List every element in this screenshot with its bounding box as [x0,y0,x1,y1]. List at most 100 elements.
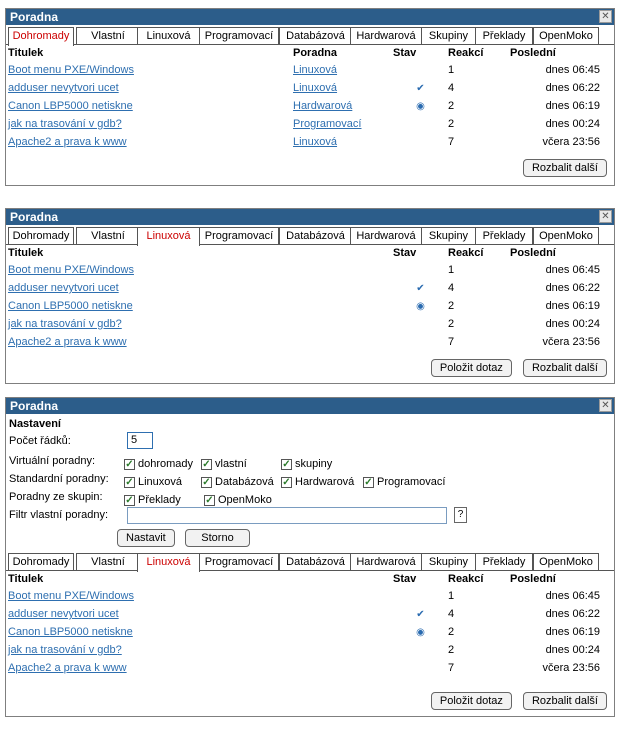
expand-more-button[interactable]: Rozbalit další [522,359,607,377]
tab-skupiny[interactable]: Skupiny [421,27,476,45]
tab-bar: Dohromady Vlastní Linuxová Programovací … [6,27,614,46]
poradna-link[interactable]: Linuxová [293,82,338,94]
last-time: dnes 06:19 [545,100,600,112]
poradna-link[interactable]: Hardwarová [293,100,353,112]
question-link[interactable]: jak na trasování v gdb? [8,318,122,330]
checkbox-databazova[interactable]: ✓ Databázová [201,473,274,491]
col-stav: Stav [393,247,417,259]
question-link[interactable]: jak na trasování v gdb? [8,644,122,656]
rows-count-input[interactable]: 5 [127,432,153,449]
last-time: dnes 06:45 [545,64,600,76]
tab-vlastni[interactable]: Vlastní [76,227,140,245]
checkbox-linuxova[interactable]: ✓ Linuxová [124,473,182,491]
expand-more-button[interactable]: Rozbalit další [522,159,607,177]
table-row: Boot menu PXE/Windows 1 dnes 06:45 [8,261,600,279]
tab-preklady[interactable]: Překlady [475,227,533,245]
checkbox-label: vlastní [215,458,247,470]
reakci-count: 1 [448,264,455,276]
question-link[interactable]: Boot menu PXE/Windows [8,64,134,76]
filter-input[interactable] [127,507,447,524]
tab-linuxova[interactable]: Linuxová [137,227,200,246]
tab-programovaci[interactable]: Programovací [199,27,279,45]
poradna-panel-1: Poradna ✕ Dohromady Vlastní Linuxová Pro… [5,8,615,186]
poradna-link[interactable]: Linuxová [293,136,338,148]
ask-question-button[interactable]: Položit dotaz [430,359,512,377]
col-poradna-empty [293,571,393,587]
virtual-row: Virtuální poradny: ✓ dohromady ✓ vlastní ✓… [9,452,611,470]
question-link[interactable]: jak na trasování v gdb? [8,118,122,130]
checkbox-label: Překlady [138,494,181,506]
tab-hardwarova[interactable]: Hardwarová [350,227,422,245]
panel-title: Poradna [10,210,59,224]
groups-row: Poradny ze skupin: ✓ Překlady ✓ OpenMoko [9,488,611,506]
panel-titlebar: Poradna ✕ [6,209,614,225]
tab-dohromady[interactable]: Dohromady [8,27,74,46]
question-link[interactable]: adduser nevytvori ucet [8,282,119,294]
reakci-count: 7 [448,336,455,348]
tab-databazova[interactable]: Databázová [279,227,352,245]
checkbox-check-icon: ✓ [201,458,212,470]
question-link[interactable]: Apache2 a prava k www [8,336,127,348]
tab-linuxova[interactable]: Linuxová [137,553,200,572]
tab-programovaci[interactable]: Programovací [199,553,279,571]
question-link[interactable]: adduser nevytvori ucet [8,608,119,620]
set-button[interactable]: Nastavit [117,529,175,547]
tab-vlastni[interactable]: Vlastní [76,27,140,45]
tab-databazova[interactable]: Databázová [279,553,352,571]
question-link[interactable]: Apache2 a prava k www [8,136,127,148]
tab-openmoko[interactable]: OpenMoko [533,227,599,245]
question-link[interactable]: Boot menu PXE/Windows [8,590,134,602]
checkbox-check-icon: ✓ [281,458,292,470]
eye-icon: ◉ [416,627,425,638]
status-cell [393,115,448,133]
last-time: včera 23:56 [542,136,600,148]
question-link[interactable]: adduser nevytvori ucet [8,82,119,94]
checkbox-vlastni[interactable]: ✓ vlastní [201,455,247,473]
tab-hardwarova[interactable]: Hardwarová [350,553,422,571]
question-link[interactable]: Boot menu PXE/Windows [8,264,134,276]
question-link[interactable]: Canon LBP5000 netiskne [8,626,133,638]
panel-title: Poradna [10,399,59,413]
help-button[interactable]: ? [454,507,467,523]
groups-label: Poradny ze skupin: [9,491,103,503]
question-link[interactable]: Canon LBP5000 netiskne [8,300,133,312]
tab-dohromady[interactable]: Dohromady [8,227,74,245]
tab-databazova[interactable]: Databázová [279,27,352,45]
table-row: Apache2 a prava k www 7 včera 23:56 [8,659,600,677]
tab-skupiny[interactable]: Skupiny [421,553,476,571]
poradna-link[interactable]: Programovací [293,118,362,130]
poradna-link[interactable]: Linuxová [293,64,338,76]
checkbox-hardwarova[interactable]: ✓ Hardwarová [281,473,354,491]
checkbox-skupiny[interactable]: ✓ skupiny [281,455,332,473]
tab-hardwarova[interactable]: Hardwarová [350,27,422,45]
question-link[interactable]: Canon LBP5000 netiskne [8,100,133,112]
tab-openmoko[interactable]: OpenMoko [533,553,599,571]
tab-skupiny[interactable]: Skupiny [421,227,476,245]
cancel-button[interactable]: Storno [185,529,250,547]
checkbox-programovaci[interactable]: ✓ Programovací [363,473,445,491]
expand-more-button[interactable]: Rozbalit další [522,692,607,710]
settings-tool-icon[interactable]: ✕ [599,399,612,412]
tab-preklady[interactable]: Překlady [475,553,533,571]
reakci-count: 2 [448,626,455,638]
settings-tool-icon[interactable]: ✕ [599,10,612,23]
checkbox-dohromady[interactable]: ✓ dohromady [124,455,193,473]
table-row: Canon LBP5000 netiskne Hardwarová ◉ 2 dn… [8,97,600,115]
tab-vlastni[interactable]: Vlastní [76,553,140,571]
ask-question-button[interactable]: Položit dotaz [430,692,512,710]
tab-preklady[interactable]: Překlady [475,27,533,45]
checkbox-label: dohromady [138,458,194,470]
checkbox-preklady[interactable]: ✓ Překlady [124,491,181,509]
settings-tool-icon[interactable]: ✕ [599,210,612,223]
tab-programovaci[interactable]: Programovací [199,227,279,245]
col-posledni: Poslední [510,47,556,59]
tab-dohromady[interactable]: Dohromady [8,553,74,571]
tab-openmoko[interactable]: OpenMoko [533,27,599,45]
question-table: Titulek Stav Reakcí Poslední Boot menu P… [8,571,600,677]
tab-linuxova[interactable]: Linuxová [137,27,200,45]
checkbox-openmoko[interactable]: ✓ OpenMoko [204,491,272,509]
last-time: dnes 06:22 [545,282,600,294]
question-link[interactable]: Apache2 a prava k www [8,662,127,674]
virtual-label: Virtuální poradny: [9,455,96,467]
table-row: jak na trasování v gdb? 2 dnes 00:24 [8,641,600,659]
